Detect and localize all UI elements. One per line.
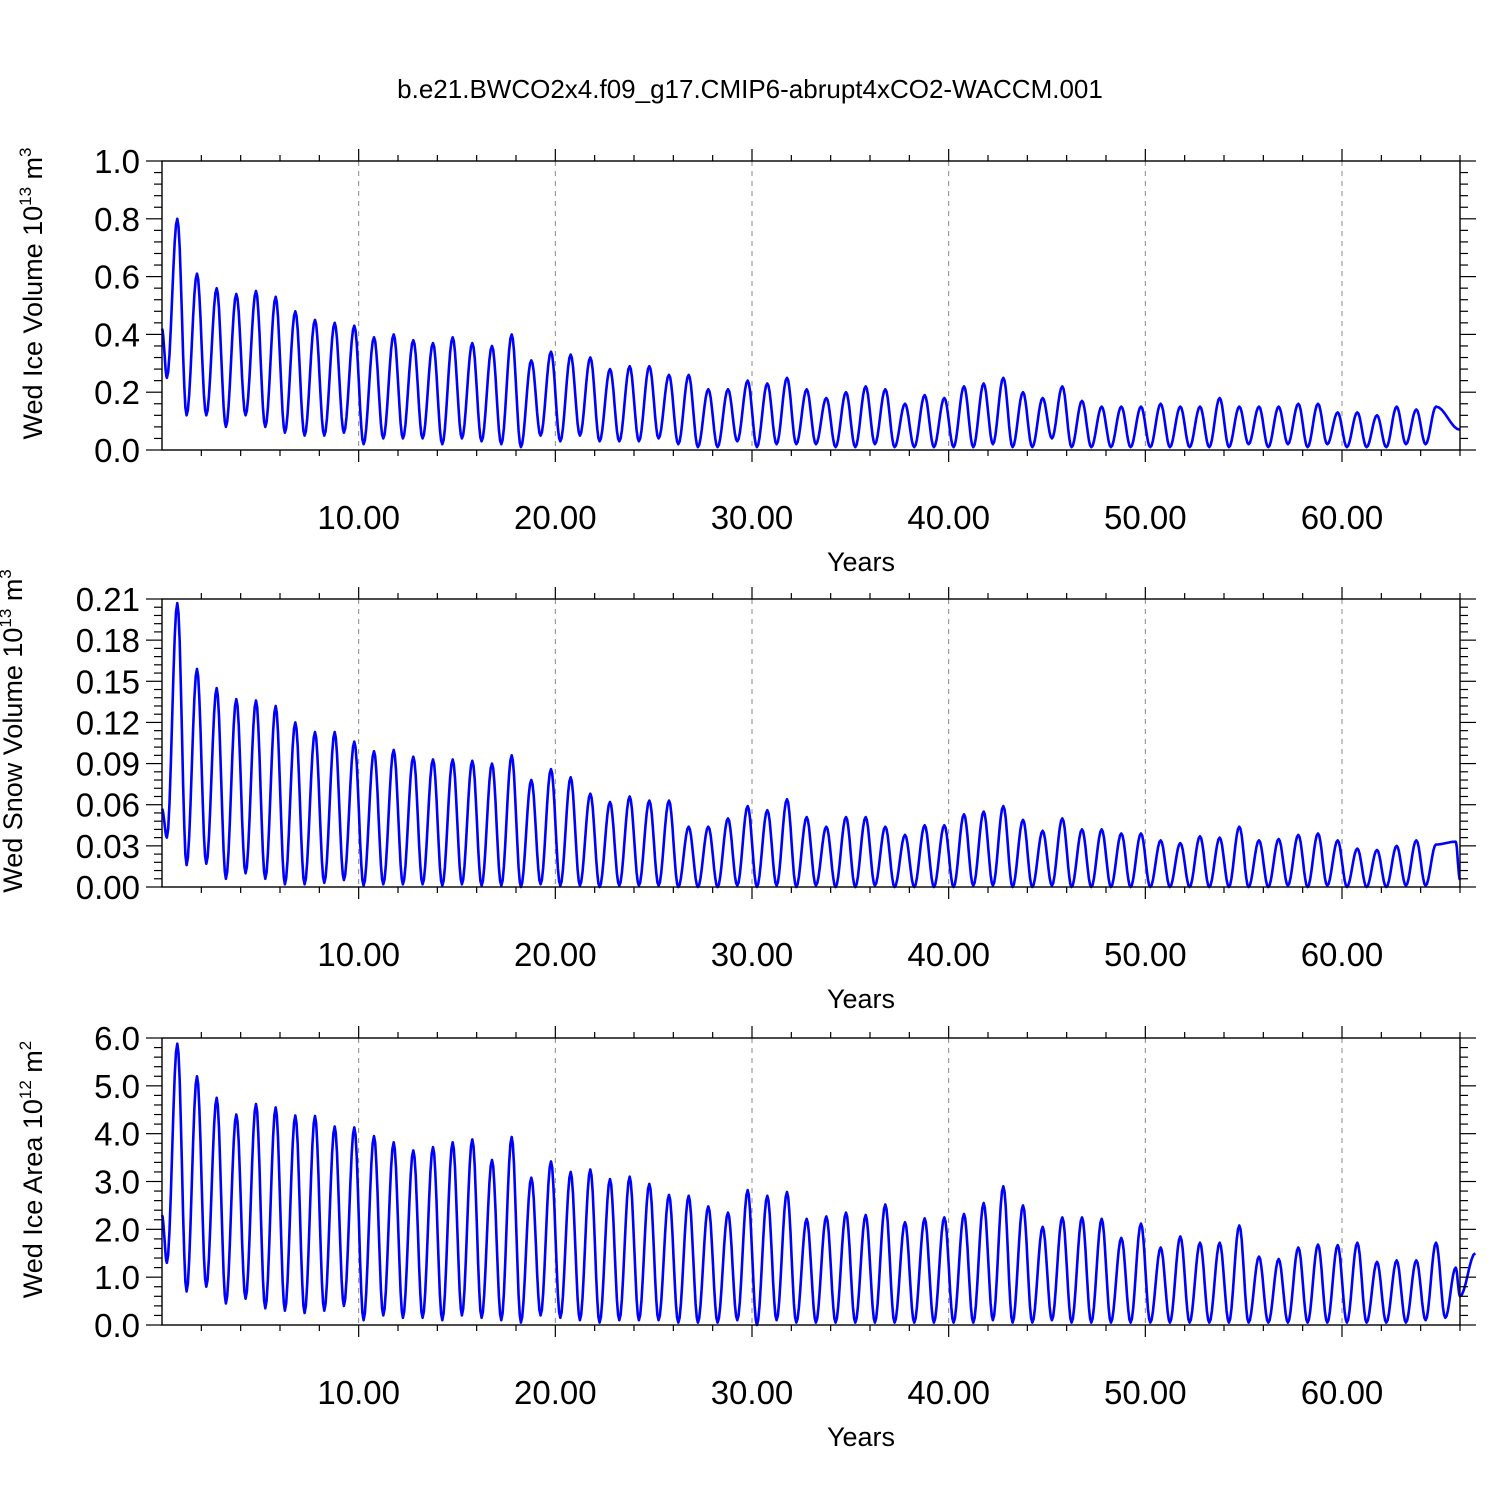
x-tick-labels: 10.00 20.00 30.00 40.00 50.00 60.00 bbox=[317, 936, 1383, 973]
y-axis-title: Wed Ice Area 1012 m2 bbox=[16, 1041, 48, 1299]
x-axis-title: Years bbox=[827, 984, 895, 1014]
axis-ticks bbox=[146, 587, 1476, 899]
x-tick-label: 50.00 bbox=[1104, 936, 1187, 973]
y-tick-label: 0.0 bbox=[94, 432, 140, 469]
ice-volume-panel: 0.0 0.2 0.4 0.6 0.8 1.0 10.00 20.00 30.0… bbox=[16, 143, 1476, 577]
y-axis-title: Wed Snow Volume 1013 m3 bbox=[0, 569, 28, 893]
snow-volume-panel: 0.00 0.03 0.06 0.09 0.12 0.15 0.18 0.21 … bbox=[0, 569, 1476, 1014]
y-tick-label: 3.0 bbox=[94, 1164, 140, 1201]
y-tick-label: 1.0 bbox=[94, 1259, 140, 1296]
x-tick-label: 50.00 bbox=[1104, 499, 1187, 536]
y-tick-label: 0.21 bbox=[76, 581, 140, 618]
x-tick-label: 40.00 bbox=[907, 499, 990, 536]
y-axis-title: Wed Ice Volume 1013 m3 bbox=[16, 147, 48, 439]
figure-title: b.e21.BWCO2x4.f09_g17.CMIP6-abrupt4xCO2-… bbox=[397, 74, 1103, 104]
x-tick-label: 50.00 bbox=[1104, 1374, 1187, 1411]
y-tick-label: 0.06 bbox=[76, 787, 140, 824]
y-tick-labels: 0.0 0.2 0.4 0.6 0.8 1.0 bbox=[94, 143, 140, 469]
ice-area-series-line bbox=[160, 1042, 1477, 1327]
y-tick-label: 4.0 bbox=[94, 1116, 140, 1153]
ice-volume-series-line bbox=[160, 217, 1461, 449]
snow-volume-series-line bbox=[160, 601, 1462, 889]
x-tick-label: 30.00 bbox=[711, 499, 794, 536]
y-tick-labels: 0.0 1.0 2.0 3.0 4.0 5.0 6.0 bbox=[94, 1020, 140, 1344]
x-tick-labels: 10.00 20.00 30.00 40.00 50.00 60.00 bbox=[317, 1374, 1383, 1411]
y-tick-label: 0.00 bbox=[76, 869, 140, 906]
axis-ticks bbox=[146, 149, 1476, 462]
axis-ticks bbox=[146, 1026, 1476, 1337]
y-tick-label: 2.0 bbox=[94, 1211, 140, 1248]
plot-frame bbox=[161, 598, 1461, 888]
y-tick-label: 0.09 bbox=[76, 746, 140, 783]
x-tick-label: 60.00 bbox=[1301, 499, 1384, 536]
x-tick-label: 40.00 bbox=[907, 1374, 990, 1411]
x-tick-label: 20.00 bbox=[514, 936, 597, 973]
ice-area-panel: 0.0 1.0 2.0 3.0 4.0 5.0 6.0 10.00 20.00 … bbox=[16, 1020, 1477, 1452]
x-tick-label: 30.00 bbox=[711, 936, 794, 973]
x-tick-label: 60.00 bbox=[1301, 1374, 1384, 1411]
y-tick-label: 5.0 bbox=[94, 1068, 140, 1105]
x-tick-label: 40.00 bbox=[907, 936, 990, 973]
x-tick-labels: 10.00 20.00 30.00 40.00 50.00 60.00 bbox=[317, 499, 1383, 536]
x-tick-label: 10.00 bbox=[317, 1374, 400, 1411]
y-tick-label: 0.6 bbox=[94, 259, 140, 296]
y-tick-label: 0.2 bbox=[94, 374, 140, 411]
x-tick-label: 60.00 bbox=[1301, 936, 1384, 973]
y-tick-labels: 0.00 0.03 0.06 0.09 0.12 0.15 0.18 0.21 bbox=[76, 581, 140, 906]
x-tick-label: 20.00 bbox=[514, 1374, 597, 1411]
x-tick-label: 10.00 bbox=[317, 499, 400, 536]
y-tick-label: 0.0 bbox=[94, 1307, 140, 1344]
plot-frame bbox=[161, 160, 1461, 451]
y-tick-label: 0.4 bbox=[94, 316, 140, 353]
y-tick-label: 0.18 bbox=[76, 622, 140, 659]
y-tick-label: 6.0 bbox=[94, 1020, 140, 1057]
y-tick-label: 1.0 bbox=[94, 143, 140, 180]
x-axis-title: Years bbox=[827, 1422, 895, 1452]
x-axis-title: Years bbox=[827, 547, 895, 577]
x-tick-label: 20.00 bbox=[514, 499, 597, 536]
y-tick-label: 0.12 bbox=[76, 704, 140, 741]
x-tick-label: 30.00 bbox=[711, 1374, 794, 1411]
x-tick-label: 10.00 bbox=[317, 936, 400, 973]
y-tick-label: 0.03 bbox=[76, 828, 140, 865]
y-tick-label: 0.15 bbox=[76, 663, 140, 700]
y-tick-label: 0.8 bbox=[94, 201, 140, 238]
